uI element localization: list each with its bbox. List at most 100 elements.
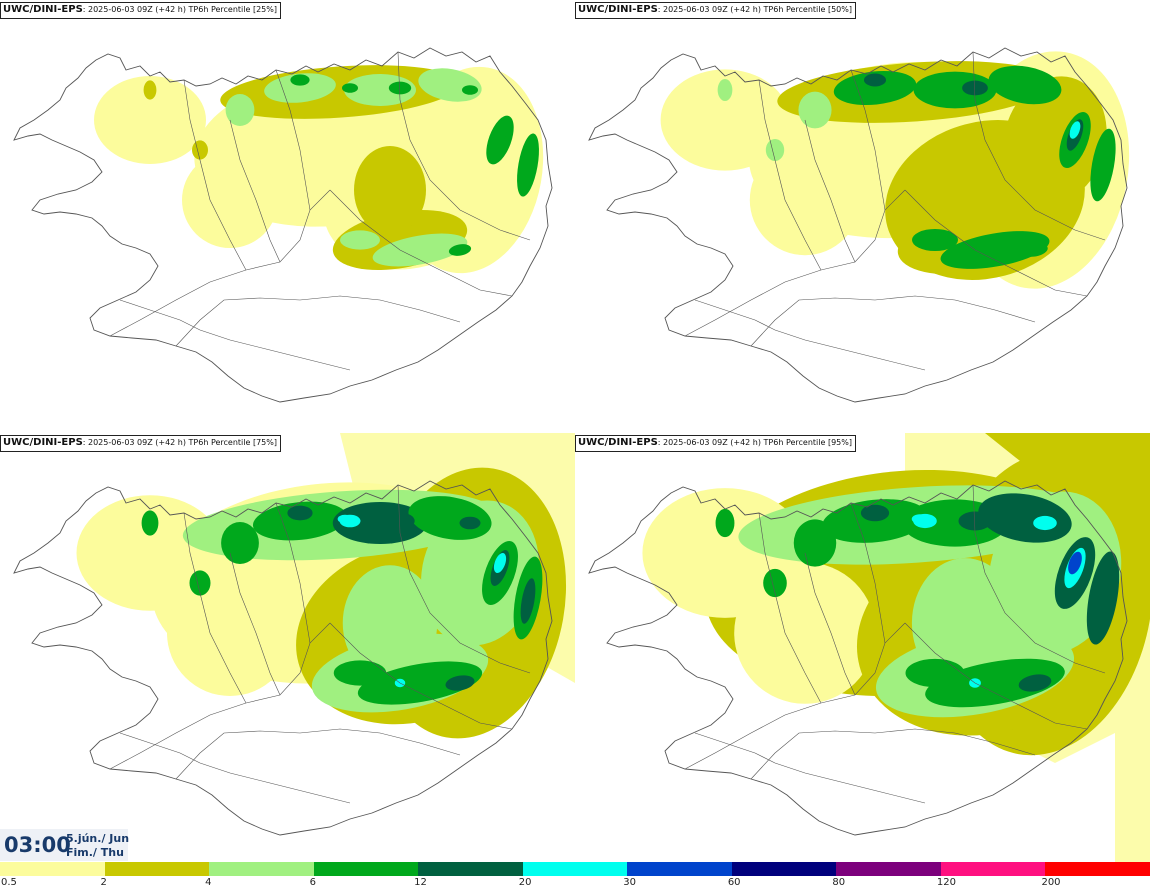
precip-map — [588, 433, 1150, 863]
map-panel-p95: UWC/DINI-EPS: 2025-06-03 09Z (+42 h) TP6… — [575, 433, 1150, 863]
road-line — [175, 295, 461, 347]
legend-swatch — [627, 862, 733, 876]
legend-swatch — [522, 862, 628, 876]
panel-title: UWC/DINI-EPS: 2025-06-03 09Z (+42 h) TP6… — [0, 435, 281, 452]
precip-contour — [372, 233, 468, 267]
precip-contour — [290, 74, 310, 86]
legend-tick-label: 4 — [205, 877, 212, 888]
panel-title: UWC/DINI-EPS: 2025-06-03 09Z (+42 h) TP6… — [575, 435, 856, 452]
precip-contour — [793, 519, 837, 567]
road-line — [119, 299, 351, 371]
road-line — [229, 552, 281, 696]
road-line — [804, 552, 856, 696]
precip-map — [13, 433, 575, 836]
legend-tick-label: 6 — [309, 877, 316, 888]
precip-contour — [1033, 515, 1057, 531]
road-line — [694, 299, 926, 371]
road-line — [183, 79, 247, 271]
precip-contour — [357, 661, 483, 705]
precip-contour — [1018, 674, 1052, 692]
precip-contour — [660, 69, 790, 171]
precip-contour — [225, 94, 255, 126]
legend-swatch — [209, 862, 315, 876]
road-line — [758, 79, 822, 271]
precip-contour — [522, 150, 534, 186]
precip-contour — [763, 568, 787, 598]
panel-meta: : 2025-06-03 09Z (+42 h) TP6h Percentile… — [657, 5, 852, 14]
precip-contour — [1096, 148, 1110, 188]
precip-contour — [912, 228, 958, 252]
legend-tick-label: 0.5 — [1, 877, 17, 888]
road-line — [904, 622, 1088, 730]
road-line — [275, 502, 311, 644]
road-line — [694, 732, 926, 804]
panel-meta: : 2025-06-03 09Z (+42 h) TP6h Percentile… — [82, 438, 277, 447]
precip-contour — [337, 514, 353, 524]
legend-swatch — [104, 862, 210, 876]
precip-contour — [354, 146, 426, 234]
precip-contour — [493, 552, 507, 574]
road-line — [804, 119, 856, 263]
precip-contour — [182, 152, 278, 248]
precip-contour — [1068, 551, 1082, 575]
legend-swatch — [940, 862, 1046, 876]
precip-contour — [445, 675, 475, 691]
precip-field — [94, 65, 544, 274]
precip-contour — [189, 570, 211, 596]
precip-contour — [141, 510, 159, 536]
precip-contour — [332, 502, 428, 544]
precip-field — [660, 51, 1130, 289]
legend-swatch — [1045, 862, 1150, 876]
precip-contour — [860, 504, 890, 522]
road-line — [275, 69, 311, 211]
precip-contour — [492, 121, 508, 149]
legend-swatch — [313, 862, 419, 876]
valid-time-box: 03:00 5.jún./ Jun Fim./ Thu — [0, 829, 130, 861]
road-line — [972, 484, 1106, 674]
road-line — [397, 484, 531, 674]
road-line — [750, 728, 1036, 780]
precip-contour — [435, 84, 525, 196]
road-line — [758, 512, 822, 704]
precip-contour — [1022, 243, 1048, 257]
coastline — [13, 47, 553, 403]
coastline — [588, 47, 1128, 403]
precip-contour — [333, 660, 387, 686]
road-line — [850, 69, 886, 211]
map-panel-p75: UWC/DINI-EPS: 2025-06-03 09Z (+42 h) TP6… — [0, 433, 575, 863]
road-line — [229, 119, 281, 263]
road-line — [183, 512, 247, 704]
road-line — [119, 732, 351, 804]
legend-tick-label: 2 — [100, 877, 107, 888]
precip-contour — [765, 138, 785, 162]
precip-field — [642, 433, 1150, 863]
map-panel-p25: UWC/DINI-EPS: 2025-06-03 09Z (+42 h) TP6… — [0, 0, 575, 430]
precip-contour — [1094, 575, 1112, 627]
valid-date-line: 5.jún./ Jun — [66, 832, 130, 845]
precip-contour — [905, 658, 965, 688]
precip-map — [13, 47, 553, 403]
map-panel-p50: UWC/DINI-EPS: 2025-06-03 09Z (+42 h) TP6… — [575, 0, 1150, 430]
panel-source: UWC/DINI-EPS — [3, 4, 83, 15]
legend-tick-label: 12 — [414, 877, 427, 888]
panel-title: UWC/DINI-EPS: 2025-06-03 09Z (+42 h) TP6… — [0, 2, 281, 19]
precip-map — [588, 47, 1130, 403]
road-line — [329, 189, 513, 297]
panel-title: UWC/DINI-EPS: 2025-06-03 09Z (+42 h) TP6… — [575, 2, 856, 19]
precip-contour — [520, 578, 536, 624]
panel-meta: : 2025-06-03 09Z (+42 h) TP6h Percentile… — [657, 438, 852, 447]
precip-contour — [448, 244, 472, 256]
precip-contour — [940, 231, 1050, 269]
precip-contour — [94, 76, 206, 164]
road-line — [750, 295, 1036, 347]
road-line — [972, 51, 1106, 241]
precip-contour — [287, 505, 313, 521]
precip-contour — [462, 85, 478, 95]
road-line — [397, 51, 531, 241]
precip-contour — [192, 140, 208, 160]
precip-contour — [342, 565, 438, 681]
road-line — [904, 189, 1088, 297]
legend-tick-label: 20 — [518, 877, 532, 888]
legend-swatch — [836, 862, 942, 876]
precip-contour — [863, 73, 887, 87]
